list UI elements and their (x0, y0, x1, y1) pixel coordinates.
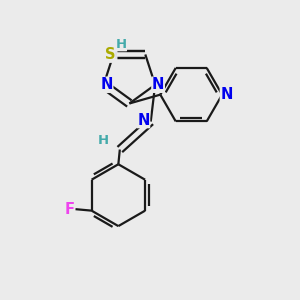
Text: N: N (152, 77, 164, 92)
Text: N: N (104, 47, 117, 62)
Text: F: F (64, 202, 74, 217)
Text: H: H (98, 134, 109, 147)
Text: S: S (105, 47, 115, 62)
Text: N: N (137, 112, 150, 128)
Text: N: N (100, 77, 113, 92)
Text: N: N (220, 87, 233, 102)
Text: H: H (115, 38, 126, 51)
